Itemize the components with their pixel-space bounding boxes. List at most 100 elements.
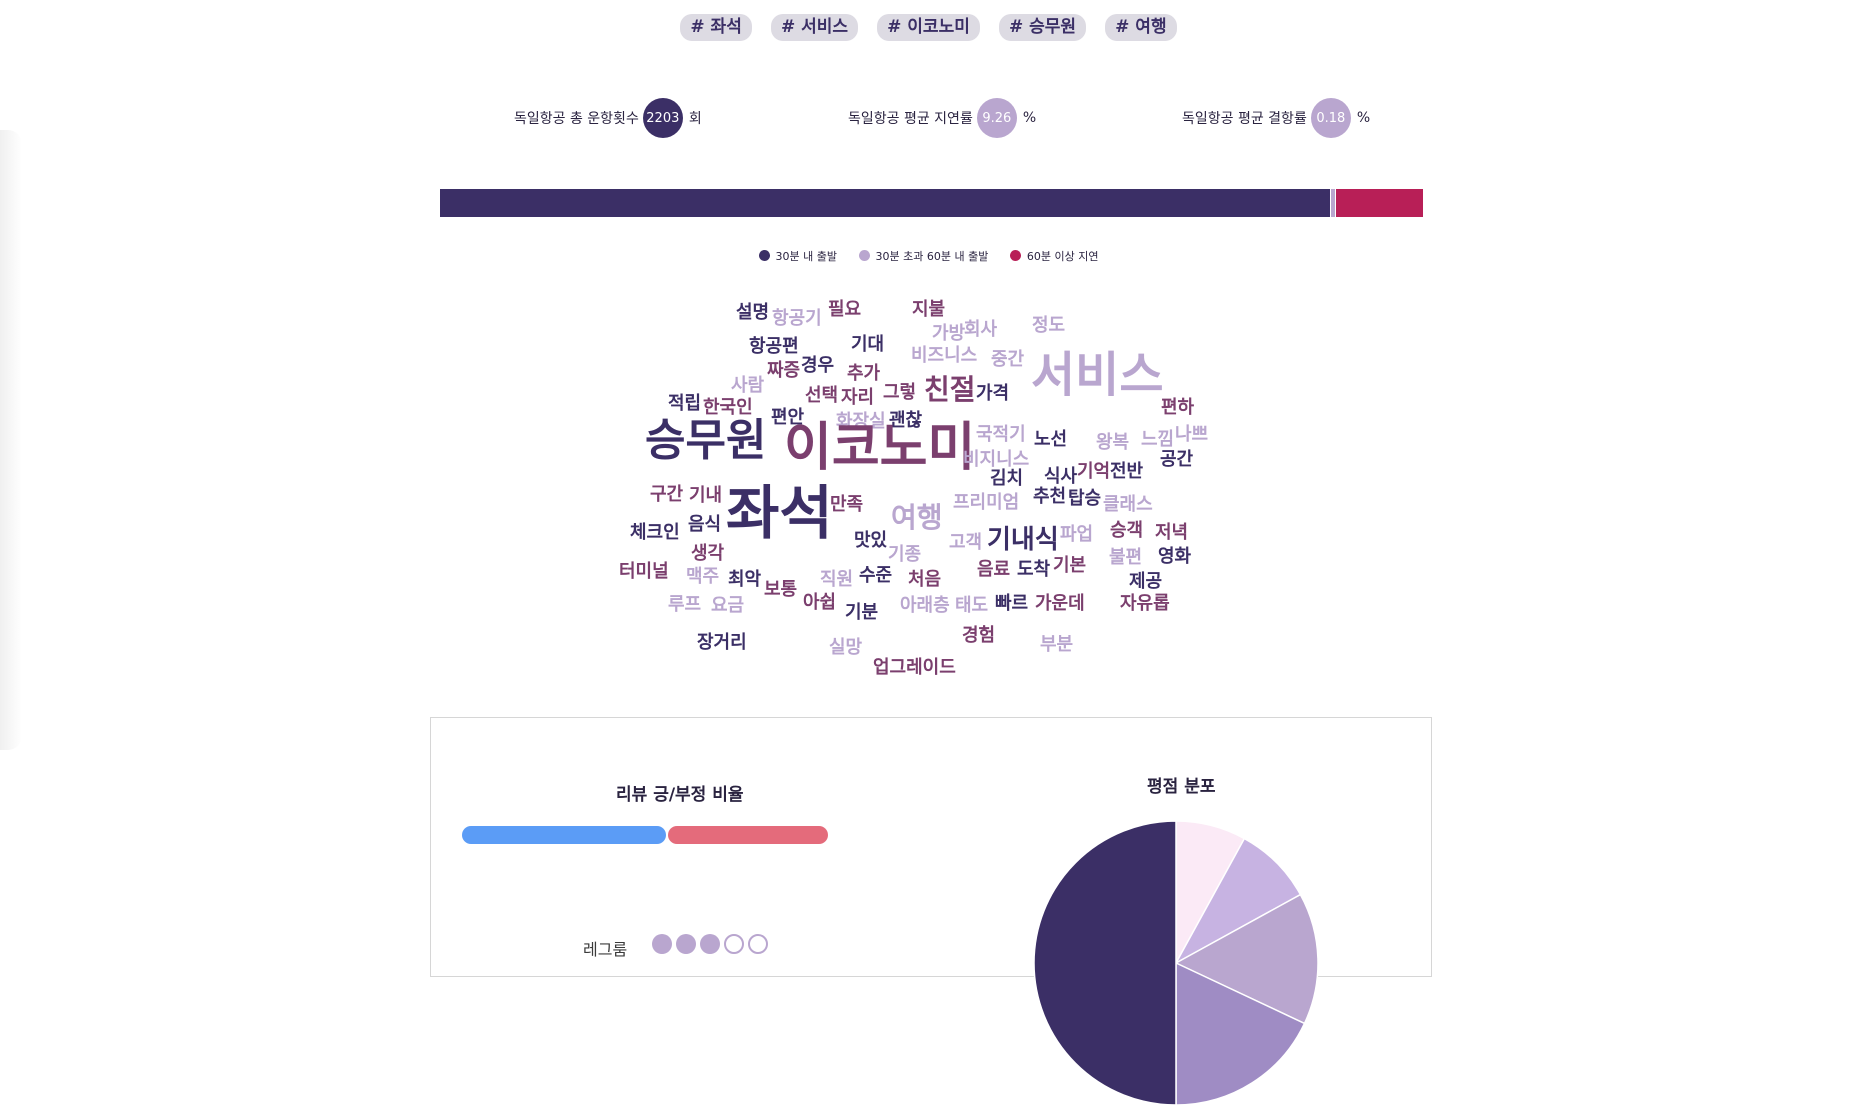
word-cloud-term[interactable]: 터미널 <box>619 561 669 582</box>
tag-crew[interactable]: # 승무원 <box>998 14 1087 41</box>
word-cloud-term[interactable]: 직원 <box>820 569 854 590</box>
word-cloud-term[interactable]: 기대 <box>851 334 885 355</box>
word-cloud-term[interactable]: 지불 <box>912 299 946 320</box>
rating-dot-filled <box>652 934 672 954</box>
word-cloud-term[interactable]: 여행 <box>891 501 943 534</box>
word-cloud-term[interactable]: 짜증 <box>767 360 801 381</box>
word-cloud-term[interactable]: 가격 <box>976 383 1010 404</box>
word-cloud-term[interactable]: 영화 <box>1158 546 1192 567</box>
word-cloud-term[interactable]: 장거리 <box>697 632 747 653</box>
word-cloud-term[interactable]: 도착 <box>1017 559 1051 580</box>
word-cloud-term[interactable]: 기내 <box>689 485 723 506</box>
tag-travel[interactable]: # 여행 <box>1105 14 1177 41</box>
word-cloud-term[interactable]: 나쁘 <box>1175 424 1209 445</box>
word-cloud-term[interactable]: 프리미엄 <box>953 492 1020 513</box>
word-cloud-term[interactable]: 괜찮 <box>889 410 923 431</box>
word-cloud-term[interactable]: 느낌 <box>1141 429 1175 450</box>
bar-segment-over-60[interactable] <box>1336 189 1423 217</box>
word-cloud-term[interactable]: 이코노미 <box>784 418 976 478</box>
word-cloud-term[interactable]: 자유롭 <box>1120 593 1170 614</box>
word-cloud-term[interactable]: 파업 <box>1060 524 1094 545</box>
tag-seat[interactable]: # 좌석 <box>680 14 752 41</box>
word-cloud-term[interactable]: 국적기 <box>976 424 1026 445</box>
word-cloud-term[interactable]: 실망 <box>829 637 863 658</box>
word-cloud-term[interactable]: 빠르 <box>995 593 1029 614</box>
positive-ratio-bar[interactable] <box>462 826 666 844</box>
word-cloud-term[interactable]: 회사 <box>964 319 998 340</box>
word-cloud-term[interactable]: 맥주 <box>686 566 720 587</box>
word-cloud-term[interactable]: 수준 <box>859 565 893 586</box>
word-cloud-term[interactable]: 경우 <box>801 355 835 376</box>
word-cloud-term[interactable]: 서비스 <box>1031 347 1164 403</box>
word-cloud-term[interactable]: 만족 <box>830 494 864 515</box>
word-cloud-term[interactable]: 가운데 <box>1035 593 1085 614</box>
word-cloud-term[interactable]: 노선 <box>1034 429 1068 450</box>
word-cloud-term[interactable]: 생각 <box>691 543 725 564</box>
word-cloud-term[interactable]: 항공기 <box>772 308 822 329</box>
word-cloud-term[interactable]: 그렇 <box>883 382 917 403</box>
word-cloud-term[interactable]: 저녁 <box>1155 522 1189 543</box>
word-cloud-term[interactable]: 가방 <box>932 323 966 344</box>
word-cloud-term[interactable]: 화장실 <box>836 411 886 432</box>
word-cloud-term[interactable]: 아래층 <box>900 595 950 616</box>
word-cloud-term[interactable]: 공간 <box>1160 449 1194 470</box>
word-cloud-term[interactable]: 설명 <box>736 302 770 323</box>
word-cloud-term[interactable]: 승객 <box>1110 520 1144 541</box>
word-cloud-term[interactable]: 보통 <box>764 579 798 600</box>
word-cloud-term[interactable]: 김치 <box>990 468 1024 489</box>
word-cloud-term[interactable]: 업그레이드 <box>873 657 956 678</box>
word-cloud-term[interactable]: 항공편 <box>749 336 799 357</box>
word-cloud-term[interactable]: 좌석 <box>726 479 833 547</box>
word-cloud-term[interactable]: 구간 <box>650 484 684 505</box>
word-cloud-term[interactable]: 자리 <box>841 387 875 408</box>
word-cloud-term[interactable]: 부분 <box>1040 634 1074 655</box>
bar-segment-30-to-60[interactable] <box>1331 189 1336 217</box>
pie-slice-1[interactable] <box>1174 837 1302 965</box>
word-cloud-term[interactable]: 루프 <box>668 594 702 615</box>
word-cloud-term[interactable]: 기본 <box>1053 555 1087 576</box>
word-cloud-term[interactable]: 기종 <box>888 544 922 565</box>
word-cloud-term[interactable]: 제공 <box>1129 571 1163 592</box>
word-cloud-term[interactable]: 처음 <box>908 569 942 590</box>
pie-slice-4[interactable] <box>1033 820 1177 1106</box>
word-cloud-term[interactable]: 탑승 <box>1068 488 1102 509</box>
word-cloud-term[interactable]: 최악 <box>728 569 762 590</box>
word-cloud-term[interactable]: 중간 <box>991 349 1025 370</box>
word-cloud-term[interactable]: 불편 <box>1109 547 1143 568</box>
word-cloud-term[interactable]: 아쉽 <box>803 592 837 613</box>
word-cloud-term[interactable]: 기억 <box>1077 461 1111 482</box>
word-cloud-term[interactable]: 추천 <box>1033 486 1067 507</box>
word-cloud-term[interactable]: 비즈니스 <box>911 345 978 366</box>
word-cloud-term[interactable]: 적립 <box>668 393 702 414</box>
word-cloud-term[interactable]: 편안 <box>771 407 805 428</box>
word-cloud-term[interactable]: 필요 <box>828 299 862 320</box>
word-cloud-term[interactable]: 비지니스 <box>963 449 1030 470</box>
word-cloud-term[interactable]: 경험 <box>962 625 996 646</box>
word-cloud-term[interactable]: 맛있 <box>854 530 888 551</box>
word-cloud-term[interactable]: 음료 <box>977 559 1011 580</box>
negative-ratio-bar[interactable] <box>667 826 828 844</box>
word-cloud-term[interactable]: 추가 <box>847 363 881 384</box>
word-cloud-term[interactable]: 고객 <box>949 532 983 553</box>
word-cloud-term[interactable]: 음식 <box>688 514 722 535</box>
word-cloud-term[interactable]: 식사 <box>1044 466 1078 487</box>
word-cloud-term[interactable]: 선택 <box>805 385 839 406</box>
tag-economy[interactable]: # 이코노미 <box>877 14 980 41</box>
word-cloud-term[interactable]: 편하 <box>1161 397 1195 418</box>
word-cloud-term[interactable]: 한국인 <box>703 397 753 418</box>
word-cloud-term[interactable]: 태도 <box>955 595 989 616</box>
word-cloud-term[interactable]: 체크인 <box>630 522 680 543</box>
word-cloud-term[interactable]: 기내식 <box>987 525 1059 555</box>
word-cloud-term[interactable]: 요금 <box>711 595 745 616</box>
word-cloud-term[interactable]: 사람 <box>731 375 765 396</box>
word-cloud-term[interactable]: 왕복 <box>1096 432 1130 453</box>
stat-value-badge: 2203 <box>642 98 683 138</box>
tag-service[interactable]: # 서비스 <box>770 14 859 41</box>
word-cloud-term[interactable]: 전반 <box>1110 461 1144 482</box>
word-cloud-term[interactable]: 기분 <box>845 602 879 623</box>
word-cloud-term[interactable]: 친절 <box>924 373 976 406</box>
bar-segment-within-30[interactable] <box>440 189 1331 217</box>
word-cloud-term[interactable]: 클래스 <box>1103 494 1153 515</box>
word-cloud-term[interactable]: 승무원 <box>645 415 767 466</box>
word-cloud-term[interactable]: 정도 <box>1032 315 1066 336</box>
